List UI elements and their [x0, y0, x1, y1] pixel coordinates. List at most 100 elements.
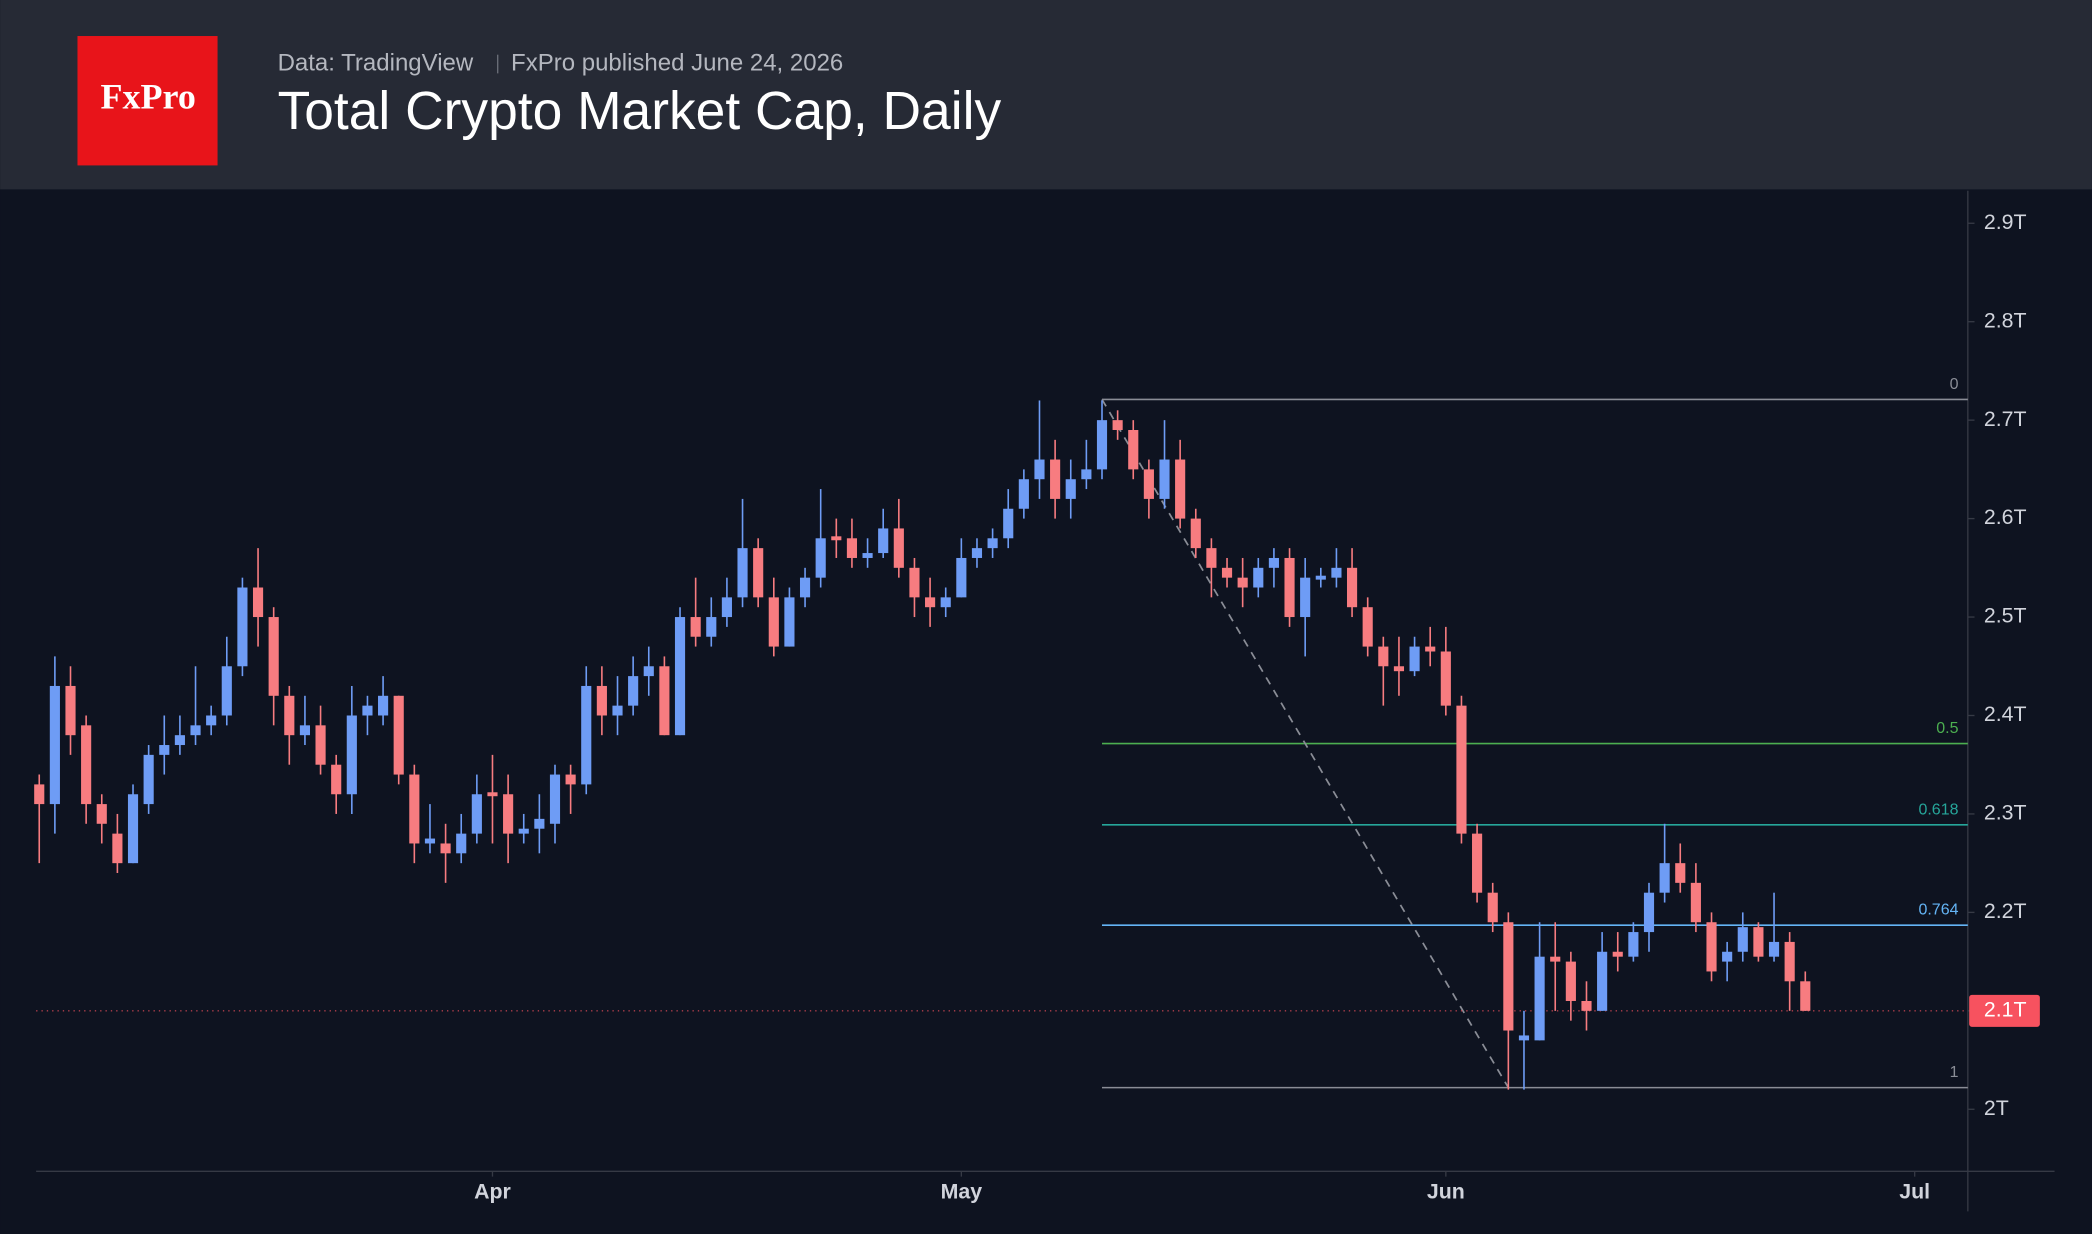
candle-body [1768, 941, 1780, 957]
candle-body [487, 792, 498, 797]
candle-body [1112, 420, 1123, 430]
candle-body [690, 617, 701, 637]
candle-body [956, 557, 967, 598]
candle-body [315, 725, 326, 765]
candle-body [846, 538, 858, 558]
candle-body [1534, 956, 1545, 1041]
candle-body [1722, 951, 1733, 962]
y-tick-label: 2.8T [1984, 308, 2027, 332]
candle-body [1675, 863, 1686, 883]
candle-body [1737, 927, 1748, 952]
candle-body [1581, 1000, 1592, 1011]
candle-body [987, 538, 998, 549]
candle-body [1628, 932, 1639, 957]
candle-body [1253, 567, 1264, 588]
candle-body [440, 843, 451, 854]
candle-body [1753, 927, 1764, 957]
candle-body [1784, 941, 1795, 982]
candle-body [831, 536, 842, 541]
candle-body [1237, 577, 1248, 588]
y-tick-label: 2.3T [1984, 801, 2027, 825]
last-price-label: 2.1T [1984, 997, 2027, 1021]
candle-body [909, 567, 920, 598]
x-tick-label: May [941, 1179, 983, 1203]
logo-box [77, 36, 218, 166]
candle-body [1175, 459, 1186, 519]
candle-body [471, 794, 482, 834]
candle-body [565, 774, 576, 785]
candle-body [456, 833, 467, 854]
candle-body [1472, 833, 1483, 893]
candle-body [1409, 646, 1420, 672]
candle-body [1096, 420, 1108, 470]
candle-body [1018, 479, 1029, 509]
candle-body [1659, 863, 1670, 893]
candle-body [737, 548, 748, 598]
candle-body [1206, 548, 1217, 568]
candle-body [549, 774, 561, 824]
candle-body [1550, 956, 1561, 962]
candle-body [1643, 892, 1655, 933]
candle-body [252, 587, 264, 618]
candle-body [721, 597, 732, 618]
candle-body [49, 685, 60, 805]
candle-body [659, 666, 670, 736]
fib-label: 0.618 [1918, 801, 1958, 818]
candle-body [940, 597, 951, 608]
y-tick-label: 2.4T [1984, 702, 2027, 726]
header-bar [0, 0, 2092, 190]
candle-body [784, 597, 795, 647]
candle-body [815, 538, 826, 578]
candle-body [393, 695, 404, 775]
candle-body [284, 695, 295, 736]
candle-body [612, 705, 623, 716]
candle-body [534, 818, 545, 829]
y-tick-label: 2.6T [1984, 505, 2027, 529]
fib-label: 0.764 [1918, 902, 1958, 919]
candle-body [1034, 459, 1045, 480]
candle-body [1612, 951, 1623, 957]
source: Data: TradingView [278, 49, 474, 76]
y-tick-label: 2.5T [1984, 604, 2027, 628]
candle-body [1143, 469, 1154, 499]
trendline [1101, 399, 1510, 1089]
candle-body [1128, 429, 1139, 470]
candle-body [1378, 646, 1389, 667]
candle-body [221, 666, 232, 716]
candle-body [96, 804, 107, 824]
candle-body [799, 577, 811, 598]
x-tick-label: Apr [474, 1179, 511, 1203]
candle-body [1597, 951, 1608, 1011]
x-tick-label: Jul [1899, 1179, 1930, 1203]
candle-body [1003, 508, 1014, 539]
candle-body [706, 617, 717, 637]
fib-label: 0 [1950, 376, 1959, 393]
candle-body [409, 774, 420, 844]
candle-body [971, 548, 983, 558]
candle-body [862, 553, 873, 558]
candle-body [1800, 981, 1811, 1011]
y-tick-label: 2.2T [1984, 899, 2027, 923]
candle-body [174, 735, 185, 746]
candle-body [1331, 567, 1342, 578]
candle-body [1268, 557, 1279, 568]
fib-label: 1 [1950, 1064, 1959, 1081]
candle-body [65, 685, 76, 736]
candle-body [753, 548, 764, 598]
candle-body [1362, 607, 1373, 647]
x-tick-label: Jun [1427, 1179, 1465, 1203]
candle-body [1706, 922, 1717, 972]
candle-body [190, 725, 201, 736]
candle-body [81, 725, 92, 805]
candle-body [1440, 651, 1451, 706]
candle-body [159, 745, 170, 755]
y-tick-label: 2T [1984, 1096, 2009, 1120]
candle-body [893, 528, 904, 568]
y-tick-label: 2.9T [1984, 210, 2027, 234]
candle-body [1518, 1035, 1530, 1041]
candle-body [674, 617, 686, 736]
candle-body [518, 828, 529, 834]
candle-body [1315, 575, 1326, 580]
candle-body [378, 695, 389, 716]
